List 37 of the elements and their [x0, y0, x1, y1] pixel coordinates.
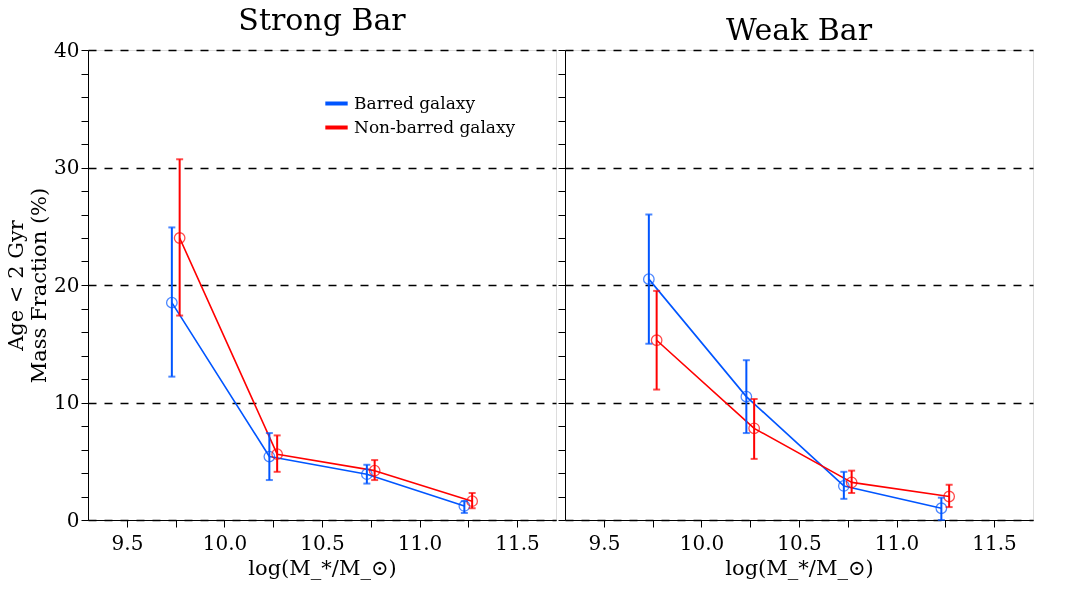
x-tick-label: 11.0 [397, 530, 443, 555]
x-tick-label: 10.5 [300, 530, 345, 555]
x-tick-label: 11.5 [495, 530, 540, 555]
point [650, 334, 663, 347]
point [263, 450, 276, 463]
y-axis-title: Age < 2 Gyr Mass Fraction (%) [4, 187, 52, 384]
point [943, 490, 956, 503]
x-tick-label: 11.0 [874, 530, 920, 555]
point [837, 480, 850, 492]
x-tick-label: 9.5 [588, 530, 621, 555]
legend-label: Barred galaxy [354, 92, 476, 113]
x-tick-label: 11.5 [972, 530, 1017, 555]
legend-label: Non-barred galaxy [354, 116, 516, 137]
y-tick-label: 30 [54, 155, 80, 179]
x-tick-label: 10.0 [679, 530, 725, 555]
point [271, 448, 284, 461]
point [935, 502, 948, 515]
point [845, 476, 858, 489]
point [368, 464, 381, 477]
y-tick-label: 40 [54, 37, 80, 62]
y-tick-label: 10 [54, 390, 80, 414]
chart-title: Strong Bar [238, 2, 407, 37]
point [740, 390, 753, 403]
x-tick-label: 10.0 [202, 530, 248, 555]
point [360, 468, 373, 481]
point [466, 495, 479, 508]
y-tick-label: 0 [66, 507, 80, 532]
chart-title: Weak Bar [725, 11, 873, 47]
point [165, 296, 178, 309]
point [748, 422, 761, 435]
point [642, 273, 655, 286]
y-tick-label: 20 [54, 272, 80, 297]
x-tick-label: 9.5 [111, 530, 144, 555]
point [173, 232, 186, 244]
x-axis-title: log(M_*/M_⊙) [725, 555, 874, 580]
x-axis-title: log(M_*/M_⊙) [248, 555, 397, 580]
x-tick-label: 10.5 [777, 530, 822, 555]
